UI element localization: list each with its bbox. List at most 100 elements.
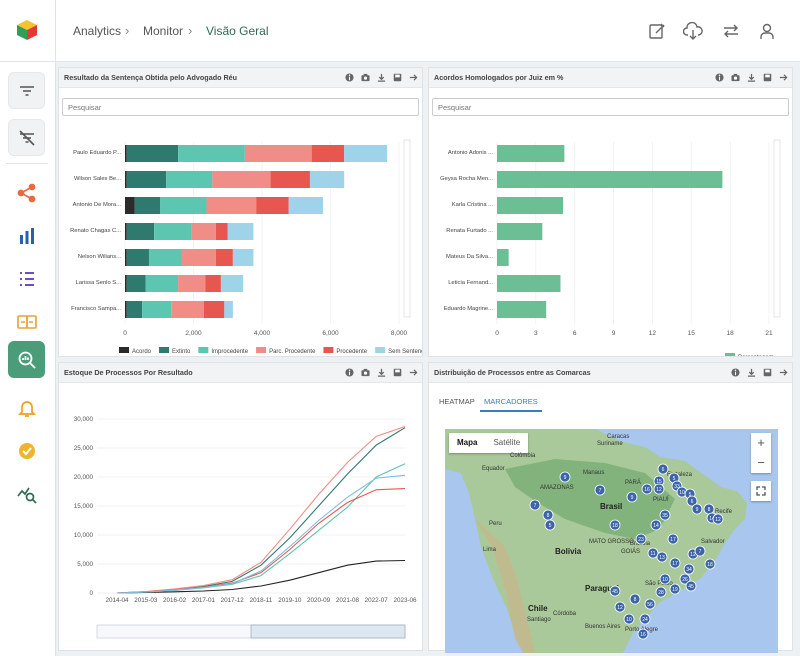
save-icon[interactable]: [393, 73, 402, 82]
save-icon[interactable]: [763, 368, 772, 377]
panel-sentenca-por-advogado: Resultado da Sentença Obtida pelo Advoga…: [58, 67, 423, 357]
user-icon[interactable]: [758, 22, 776, 40]
sidebar-item-compare[interactable]: [8, 303, 45, 340]
map-label: Peru: [489, 521, 502, 527]
tab-marcadores[interactable]: MARCADORES: [480, 393, 542, 412]
map-label: PARÁ: [625, 480, 641, 486]
series-line: [116, 427, 406, 594]
arrow-right-icon[interactable]: [779, 73, 788, 82]
bar-segment: [142, 301, 172, 318]
save-icon[interactable]: [763, 73, 772, 82]
legend-swatch: [725, 353, 735, 356]
bar-segment: [148, 249, 182, 266]
filter-button[interactable]: [8, 72, 45, 109]
bar-segment: [145, 275, 179, 292]
sidebar-item-alerts[interactable]: [8, 389, 45, 426]
arrow-right-icon[interactable]: [409, 368, 418, 377]
map-type-satelite[interactable]: Satélite: [493, 438, 521, 447]
y-tick-label: Larissa Senlo S...: [76, 280, 122, 286]
x-tick-label: 21: [765, 330, 773, 337]
map-marker-label: 13: [659, 555, 665, 561]
map-marker-label: 16: [640, 632, 646, 638]
x-tick-label: 2017-12: [221, 597, 245, 604]
x-tick-label: 2016-02: [163, 597, 187, 604]
map-label: Córdoba: [553, 611, 577, 617]
download-icon[interactable]: [377, 73, 386, 82]
download-icon[interactable]: [747, 368, 756, 377]
map-marker-label: 9: [696, 507, 699, 513]
download-icon[interactable]: [377, 368, 386, 377]
y-tick-label: 30,000: [74, 416, 94, 423]
panel-header: Resultado da Sentença Obtida pelo Advoga…: [59, 68, 422, 88]
search-input[interactable]: [62, 98, 419, 116]
info-icon[interactable]: [345, 73, 354, 82]
zoom-in-button[interactable]: +: [757, 435, 765, 450]
camera-icon[interactable]: [361, 368, 370, 377]
map-marker-label: 45: [688, 584, 694, 590]
save-icon[interactable]: [393, 368, 402, 377]
bar-segment: [126, 145, 179, 162]
series-line: [116, 488, 406, 594]
fullscreen-button[interactable]: [751, 481, 771, 501]
edit-icon[interactable]: [648, 22, 666, 40]
bar-segment: [125, 145, 127, 162]
map-marker: [656, 551, 668, 563]
bar-segment: [125, 275, 127, 292]
breadcrumb-analytics[interactable]: Analytics: [73, 24, 122, 38]
sidebar-item-search-analytics[interactable]: [8, 341, 45, 378]
download-icon[interactable]: [747, 73, 756, 82]
map-marker: [614, 601, 626, 613]
series-line: [116, 474, 406, 594]
camera-icon[interactable]: [361, 73, 370, 82]
y-tick-label: Antonio Adonis ...: [448, 150, 494, 156]
bar-segment: [125, 249, 127, 266]
panel-header: Distribuição de Processos entre as Comar…: [429, 363, 792, 383]
arrow-right-icon[interactable]: [409, 73, 418, 82]
camera-icon[interactable]: [731, 73, 740, 82]
map-marker-label: 18: [612, 523, 618, 529]
app-logo-icon[interactable]: [16, 19, 38, 41]
info-icon[interactable]: [731, 368, 740, 377]
x-tick-label: 6,000: [322, 330, 339, 337]
bar: [497, 223, 543, 240]
map-marker: [544, 519, 556, 531]
map-view[interactable]: Mapa Satélite + − Caracas Colômbia Surin…: [445, 429, 778, 653]
map-marker-label: 5: [549, 523, 552, 529]
search-input[interactable]: [432, 98, 789, 116]
sidebar-item-verified[interactable]: [8, 432, 45, 469]
legend-label: Parc. Procedente: [269, 349, 316, 355]
bar-segment: [224, 301, 233, 318]
arrow-right-icon[interactable]: [779, 368, 788, 377]
top-bar: Analytics › Monitor › Visão Geral: [0, 0, 800, 62]
legend-label: Porcentagem: [738, 355, 774, 356]
verified-badge-icon: [19, 443, 35, 459]
sidebar-item-share[interactable]: [8, 174, 45, 211]
map-marker: [609, 519, 621, 531]
y-tick-label: Mateus Da Silva...: [446, 254, 493, 260]
info-icon[interactable]: [715, 73, 724, 82]
tab-heatmap[interactable]: HEATMAP: [439, 397, 475, 406]
map-marker: [686, 495, 698, 507]
bar-segment: [309, 171, 345, 188]
map-marker-label: 12: [715, 517, 721, 523]
map-type-mapa[interactable]: Mapa: [457, 438, 478, 447]
breadcrumb-monitor[interactable]: Monitor: [143, 24, 184, 38]
clear-filter-button[interactable]: [8, 119, 45, 156]
y-tick-label: Francisco Sampa...: [71, 306, 121, 312]
map-marker-label: 26: [682, 577, 688, 583]
cloud-download-icon[interactable]: [683, 22, 703, 40]
swap-icon[interactable]: [722, 22, 740, 40]
bar-segment: [126, 301, 143, 318]
zoom-out-button[interactable]: −: [757, 455, 765, 470]
sidebar-item-bar-chart[interactable]: [8, 217, 45, 254]
info-icon[interactable]: [345, 368, 354, 377]
panel-header: Acordos Homologados por Juiz em %: [429, 68, 792, 88]
bell-icon: [17, 401, 37, 417]
sidebar-item-list[interactable]: [8, 260, 45, 297]
bar-segment: [205, 275, 221, 292]
chart-scrollbar: [403, 139, 411, 318]
panel-title: Acordos Homologados por Juiz em %: [434, 73, 564, 82]
bar-segment: [288, 197, 323, 214]
sidebar-item-trend-search[interactable]: [8, 475, 45, 512]
